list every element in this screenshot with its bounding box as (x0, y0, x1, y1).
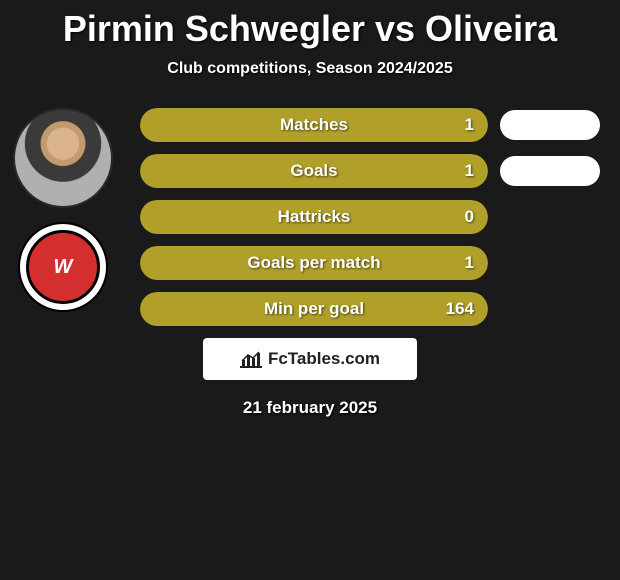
stat-value: 1 (465, 108, 474, 142)
opponent-pill (500, 110, 600, 140)
player-avatar (13, 108, 113, 208)
stat-bar: Min per goal164 (140, 292, 488, 326)
stat-row: Hattricks0 (140, 200, 600, 234)
club-logo: W (18, 222, 108, 312)
stat-bar: Goals1 (140, 154, 488, 188)
stat-bar: Goals per match1 (140, 246, 488, 280)
stat-row: Matches1 (140, 108, 600, 142)
stat-label: Matches (140, 108, 488, 142)
stat-row: Goals1 (140, 154, 600, 188)
stat-label: Min per goal (140, 292, 488, 326)
stat-bar: Hattricks0 (140, 200, 488, 234)
stat-value: 1 (465, 154, 474, 188)
stat-value: 0 (465, 200, 474, 234)
stat-row: Goals per match1 (140, 246, 600, 280)
subtitle: Club competitions, Season 2024/2025 (0, 60, 620, 78)
stat-value: 1 (465, 246, 474, 280)
opponent-pill (500, 156, 600, 186)
brand-text: FcTables.com (268, 349, 380, 369)
stat-label: Goals per match (140, 246, 488, 280)
player-column: W (8, 108, 118, 312)
date-text: 21 february 2025 (0, 398, 620, 418)
stat-value: 164 (446, 292, 474, 326)
stats-list: Matches1Goals1Hattricks0Goals per match1… (140, 108, 600, 326)
club-logo-inner: W (26, 230, 100, 304)
page-title: Pirmin Schwegler vs Oliveira (0, 0, 620, 50)
comparison-content: W Matches1Goals1Hattricks0Goals per matc… (0, 108, 620, 418)
stat-bar: Matches1 (140, 108, 488, 142)
brand-badge[interactable]: FcTables.com (203, 338, 417, 380)
stat-label: Goals (140, 154, 488, 188)
stat-label: Hattricks (140, 200, 488, 234)
stat-row: Min per goal164 (140, 292, 600, 326)
chart-icon (240, 350, 262, 368)
